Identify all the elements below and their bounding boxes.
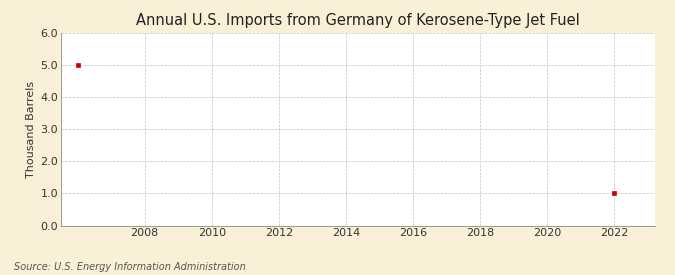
Text: Source: U.S. Energy Information Administration: Source: U.S. Energy Information Administ… xyxy=(14,262,245,272)
Title: Annual U.S. Imports from Germany of Kerosene-Type Jet Fuel: Annual U.S. Imports from Germany of Kero… xyxy=(136,13,580,28)
Y-axis label: Thousand Barrels: Thousand Barrels xyxy=(26,81,36,178)
